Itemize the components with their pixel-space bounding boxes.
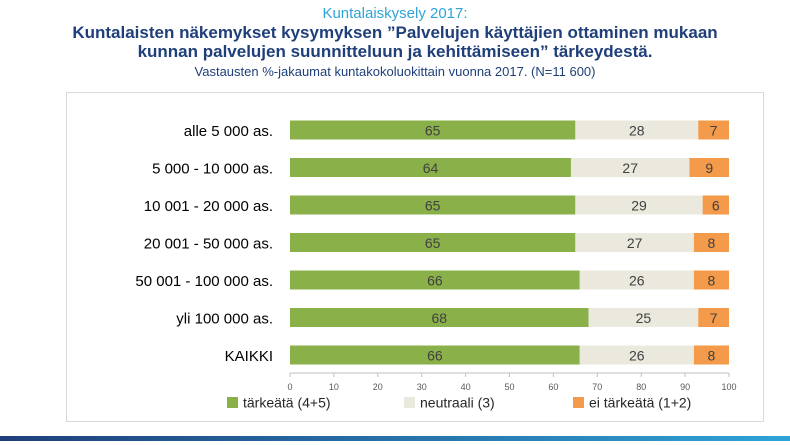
data-label: 6: [712, 198, 720, 214]
legend-swatch: [573, 397, 584, 408]
chart-title: Kuntalaisten näkemykset kysymyksen ”Palv…: [0, 23, 790, 61]
data-label: 26: [629, 348, 645, 364]
data-label: 64: [423, 160, 439, 176]
data-label: 65: [425, 198, 441, 214]
bar-segment: [702, 195, 729, 215]
bar-segment: [290, 120, 576, 140]
bar-segment: [698, 308, 729, 327]
x-tick-label: 0: [287, 382, 292, 392]
x-tick-label: 10: [329, 382, 339, 392]
bar-segment: [290, 345, 580, 365]
legend-label: neutraali (3): [420, 395, 495, 411]
category-label: 50 001 - 100 000 as.: [135, 273, 273, 290]
x-tick-label: 30: [417, 382, 427, 392]
bar-segment: [689, 158, 729, 177]
bar-segment: [575, 120, 699, 140]
legend-label: ei tärkeätä (1+2): [589, 395, 691, 411]
x-tick-label: 60: [548, 382, 558, 392]
x-tick-label: 20: [373, 382, 383, 392]
data-label: 68: [431, 310, 447, 326]
data-label: 7: [710, 310, 718, 326]
data-label: 66: [427, 348, 443, 364]
bar-segment: [588, 308, 699, 327]
data-label: 8: [708, 348, 716, 364]
bar-segment: [575, 195, 703, 215]
data-label: 28: [629, 123, 645, 139]
data-label: 27: [627, 235, 643, 251]
chart-title-line-2: kunnan palvelujen suunnitteluun ja kehit…: [137, 42, 653, 61]
chart-area: [66, 92, 764, 422]
data-label: 65: [425, 123, 441, 139]
x-tick-label: 50: [504, 382, 514, 392]
category-label: 10 001 - 20 000 as.: [144, 198, 273, 215]
bar-segment: [693, 233, 729, 252]
data-label: 9: [705, 160, 713, 176]
x-tick-label: 100: [721, 382, 736, 392]
x-tick-label: 70: [592, 382, 602, 392]
category-label: KAIKKI: [225, 348, 273, 365]
data-label: 8: [708, 273, 716, 289]
bar-segment: [290, 195, 576, 215]
chart-suptitle: Kuntalaiskysely 2017:: [322, 5, 468, 22]
chart-title-line-1: Kuntalaisten näkemykset kysymyksen ”Palv…: [72, 23, 718, 42]
bar-segment: [290, 158, 571, 177]
legend-swatch: [404, 397, 415, 408]
data-label: 7: [710, 123, 718, 139]
category-label: 5 000 - 10 000 as.: [152, 161, 273, 178]
bar-segment: [570, 158, 690, 177]
category-label: alle 5 000 as.: [184, 123, 273, 140]
data-label: 26: [629, 273, 645, 289]
bar-segment: [698, 120, 729, 140]
x-tick-label: 40: [461, 382, 471, 392]
bar-segment: [290, 308, 589, 327]
category-label: yli 100 000 as.: [176, 311, 273, 328]
footer-rule: [0, 436, 790, 441]
bar-segment: [579, 345, 694, 365]
bar-segment: [579, 270, 694, 290]
data-label: 66: [427, 273, 443, 289]
bar-segment: [290, 233, 576, 252]
x-tick-label: 80: [636, 382, 646, 392]
category-label: 20 001 - 50 000 as.: [144, 236, 273, 253]
data-label: 29: [631, 198, 647, 214]
data-label: 25: [636, 310, 652, 326]
x-tick-label: 90: [680, 382, 690, 392]
legend-swatch: [227, 397, 238, 408]
bar-segment: [693, 270, 729, 290]
chart-subtitle: Vastausten %-jakaumat kuntakokoluokittai…: [194, 64, 596, 79]
data-label: 65: [425, 235, 441, 251]
data-label: 27: [622, 160, 638, 176]
legend-label: tärkeätä (4+5): [243, 395, 331, 411]
bar-segment: [575, 233, 694, 252]
data-label: 8: [708, 235, 716, 251]
bar-segment: [290, 270, 580, 290]
bar-segment: [693, 345, 729, 365]
